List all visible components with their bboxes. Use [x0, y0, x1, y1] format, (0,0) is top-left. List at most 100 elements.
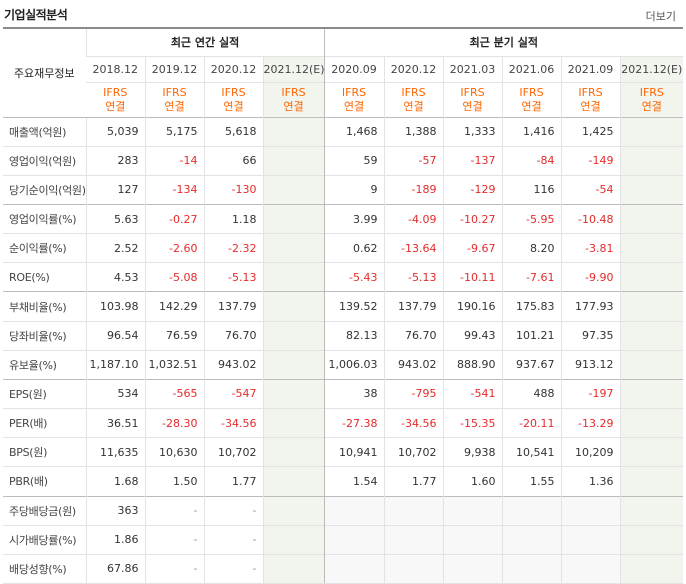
more-link[interactable]: 더보기: [645, 10, 676, 23]
value-cell: -9.67: [442, 233, 503, 263]
value-cell: 38: [323, 378, 385, 409]
value-cell: [262, 408, 325, 438]
row-label: PER(배): [3, 408, 86, 438]
row-label: 영업이익률(%): [3, 203, 86, 234]
value-cell: 10,541: [501, 437, 562, 467]
value-cell: -137: [442, 145, 503, 176]
value-cell: 76.70: [383, 320, 444, 351]
value-cell: 10,209: [560, 437, 621, 467]
value-cell: [262, 174, 325, 205]
consolidation-type: 연결: [462, 99, 483, 113]
value-cell: [262, 437, 325, 467]
row-label: 매출액(억원): [3, 116, 86, 147]
value-cell: [262, 466, 325, 497]
period-header: 2019.12: [144, 55, 204, 82]
value-cell: 10,702: [383, 437, 444, 467]
value-cell: [323, 553, 385, 584]
value-cell: -14: [144, 145, 204, 176]
value-cell: -: [203, 553, 263, 584]
value-cell: [262, 262, 325, 292]
value-cell: -7.61: [501, 262, 562, 292]
value-cell: 1.18: [203, 203, 263, 234]
value-cell: -547: [203, 378, 263, 409]
value-cell: 1.77: [383, 466, 444, 497]
value-cell: -54: [560, 174, 621, 205]
table-row: 순이익률(%) 2.52 -2.60 -2.32 0.62 -13.64 -9.67 8.20…: [3, 233, 684, 263]
period-header: 2018.12: [86, 55, 145, 82]
value-cell: -: [144, 524, 204, 555]
value-cell: [619, 174, 684, 205]
value-cell: 943.02: [203, 349, 263, 380]
value-cell: 9: [323, 174, 385, 205]
basis-cell: IFRS 연결: [323, 81, 385, 117]
period-header: 2020.12: [383, 55, 444, 82]
value-cell: -10.48: [560, 203, 621, 234]
value-cell: -27.38: [323, 408, 385, 438]
value-cell: [442, 553, 503, 584]
value-cell: -13.64: [383, 233, 444, 263]
value-cell: 8.20: [501, 233, 562, 263]
value-cell: 913.12: [560, 349, 621, 380]
value-cell: 139.52: [323, 291, 385, 322]
value-cell: [619, 408, 684, 438]
value-cell: -130: [203, 174, 263, 205]
value-cell: 76.59: [144, 320, 204, 351]
table-row: 영업이익률(%) 5.63 -0.27 1.18 3.99 -4.09 -10.27 -5.9…: [3, 203, 684, 234]
value-cell: 488: [501, 378, 562, 409]
value-cell: 5,618: [203, 116, 263, 147]
value-cell: 283: [85, 145, 145, 176]
section-title: 기업실적분석: [4, 8, 68, 22]
value-cell: 5,039: [85, 116, 145, 147]
basis-cell: IFRS 연결: [203, 81, 263, 117]
row-label: 유보율(%): [3, 349, 86, 380]
basis-cell: IFRS 연결: [560, 81, 621, 117]
value-cell: -: [144, 553, 204, 584]
value-cell: -9.90: [560, 262, 621, 292]
row-label: EPS(원): [3, 378, 86, 409]
annual-group-header: 최근 연간 실적: [85, 27, 325, 56]
value-cell: 1.60: [442, 466, 503, 497]
consolidation-type: 연결: [580, 99, 601, 113]
value-cell: [262, 233, 325, 263]
row-label: 순이익률(%): [3, 233, 86, 263]
basis-cell: IFRS 연결: [442, 81, 503, 117]
value-cell: [619, 466, 684, 497]
table-row: PER(배) 36.51 -28.30 -34.56 -27.38 -34.56 -15.3…: [3, 408, 684, 438]
value-cell: [619, 203, 684, 234]
value-cell: 10,630: [144, 437, 204, 467]
table-row: 주당배당금(원) 363- -: [3, 495, 684, 526]
value-cell: 1,425: [560, 116, 621, 147]
value-cell: [262, 349, 325, 380]
value-cell: 5,175: [144, 116, 204, 147]
value-cell: -84: [501, 145, 562, 176]
value-cell: -57: [383, 145, 444, 176]
value-cell: [262, 378, 325, 409]
period-header: 2020.09: [323, 55, 385, 82]
value-cell: 82.13: [323, 320, 385, 351]
value-cell: [442, 495, 503, 526]
value-cell: [323, 495, 385, 526]
value-cell: -0.27: [144, 203, 204, 234]
period-header: 2021.06: [501, 55, 562, 82]
accounting-standard: IFRS: [578, 85, 603, 99]
value-cell: 0.62: [323, 233, 385, 263]
value-cell: -34.56: [383, 408, 444, 438]
value-cell: [560, 524, 621, 555]
value-cell: [501, 495, 562, 526]
table-row: 시가배당률(%) 1.86- -: [3, 524, 684, 555]
value-cell: [262, 203, 325, 234]
value-cell: -5.13: [203, 262, 263, 292]
table-row: 당기순이익(억원) 127 -134 -130 9 -189 -129 116 -54: [3, 174, 684, 205]
table-row: 당좌비율(%) 96.54 76.59 76.70 82.13 76.70 99.43 101…: [3, 320, 684, 351]
value-cell: [501, 524, 562, 555]
value-cell: 1,032.51: [144, 349, 204, 380]
value-cell: -15.35: [442, 408, 503, 438]
value-cell: 177.93: [560, 291, 621, 322]
period-row: 2018.12 2019.12 2020.12 2021.12(E) 2020.09 20…: [3, 55, 684, 82]
value-cell: [262, 145, 325, 176]
basis-row: IFRS 연결 IFRS 연결 IFRS 연결 IFRS 연결 IFRS 연결 IFRS 연결 IFRS…: [3, 81, 684, 117]
value-cell: 1.50: [144, 466, 204, 497]
value-cell: 1,006.03: [323, 349, 385, 380]
basis-cell: IFRS 연결: [86, 81, 145, 117]
value-cell: 1.54: [323, 466, 385, 497]
